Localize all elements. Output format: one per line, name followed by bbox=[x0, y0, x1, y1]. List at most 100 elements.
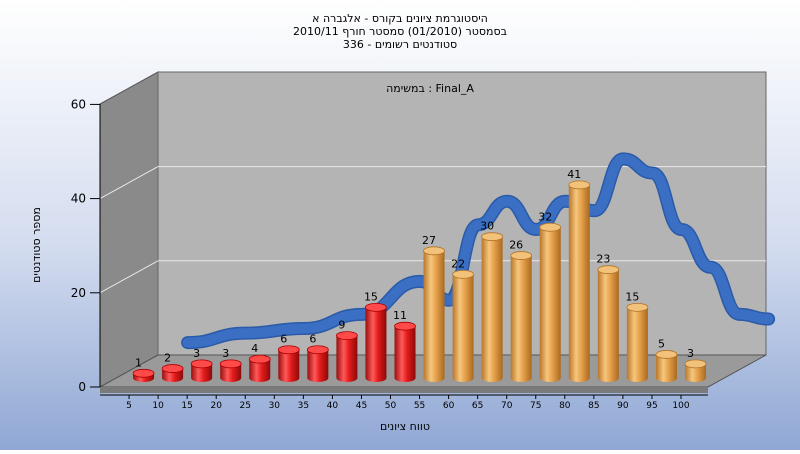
x-tick-label: 75 bbox=[530, 401, 541, 411]
bar-top bbox=[161, 364, 184, 373]
bar-value-label: 6 bbox=[280, 333, 287, 346]
bar-body bbox=[568, 184, 590, 382]
bar-top bbox=[248, 354, 271, 364]
floor-front-edge bbox=[100, 387, 708, 393]
bar bbox=[277, 345, 300, 382]
bar bbox=[597, 265, 620, 382]
bar bbox=[539, 222, 562, 382]
bar-value-label: 3 bbox=[687, 347, 694, 360]
x-axis-label: טווח ציונים bbox=[380, 420, 430, 433]
bar-body bbox=[307, 349, 329, 382]
bar-value-label: 41 bbox=[567, 168, 581, 181]
bar bbox=[219, 359, 242, 382]
bar-value-label: 30 bbox=[480, 220, 494, 233]
x-tick-label: 35 bbox=[298, 401, 309, 411]
y-tick-label: 60 bbox=[71, 97, 86, 111]
bar-value-label: 9 bbox=[338, 319, 345, 332]
bar-value-label: 3 bbox=[222, 347, 229, 360]
bar bbox=[248, 354, 271, 382]
bar bbox=[510, 251, 533, 382]
bar-top bbox=[132, 368, 155, 378]
bar-body bbox=[365, 307, 387, 382]
bar-body bbox=[423, 250, 445, 382]
bar bbox=[481, 232, 504, 382]
bar-top bbox=[306, 345, 329, 355]
x-tick-label: 70 bbox=[501, 401, 513, 411]
bar-top bbox=[277, 345, 300, 355]
bar-value-label: 2 bbox=[164, 352, 171, 365]
x-tick-label: 40 bbox=[327, 401, 339, 411]
bar-top bbox=[219, 359, 242, 369]
bar bbox=[684, 359, 707, 382]
bar-value-label: 3 bbox=[193, 347, 200, 360]
x-tick-label: 55 bbox=[414, 401, 425, 411]
bar-body bbox=[481, 236, 503, 382]
bar bbox=[655, 350, 678, 382]
bar-body bbox=[278, 349, 300, 382]
bar-top bbox=[423, 246, 445, 256]
x-axis: 5 10 15 20 25 30 35 40 45 50 55 60 65 70 75 80 85 90 95 100 bbox=[100, 394, 708, 411]
y-tick-label: 20 bbox=[71, 286, 86, 300]
bar bbox=[190, 359, 213, 382]
bar-top bbox=[510, 251, 533, 260]
x-tick-label: 90 bbox=[617, 401, 629, 411]
bar-top bbox=[568, 180, 591, 190]
x-tick-label: 95 bbox=[646, 401, 657, 411]
bar-body bbox=[510, 255, 532, 382]
bar-top bbox=[335, 331, 358, 341]
bar-value-label: 26 bbox=[509, 239, 523, 252]
x-tick-label: 5 bbox=[126, 401, 132, 411]
bar-body bbox=[191, 363, 213, 382]
bar bbox=[423, 246, 445, 382]
x-tick-label: 25 bbox=[240, 401, 251, 411]
x-tick-label: 60 bbox=[443, 401, 455, 411]
bar bbox=[452, 269, 475, 382]
x-tick-label: 50 bbox=[385, 401, 397, 411]
trend-curve-layer bbox=[181, 152, 776, 350]
trend-curve bbox=[182, 153, 774, 348]
bar bbox=[132, 368, 155, 382]
bar-value-label: 27 bbox=[422, 234, 436, 247]
bar bbox=[365, 302, 387, 382]
bar bbox=[626, 302, 649, 382]
bar-body bbox=[626, 307, 648, 382]
side-wall bbox=[99, 71, 159, 388]
bar-body bbox=[655, 354, 677, 382]
bar-top bbox=[452, 269, 475, 279]
bar-body bbox=[336, 335, 358, 382]
y-tick-label: 0 bbox=[78, 380, 86, 394]
bar bbox=[161, 364, 184, 382]
chart-annotation: במשימה : Final_A bbox=[386, 82, 474, 95]
bar-value-label: 4 bbox=[251, 342, 258, 355]
chart-title: היסטוגרמת ציונים בקורס - אלגברה א בסמסטר… bbox=[293, 12, 507, 51]
bar-top bbox=[481, 232, 504, 242]
x-tick-label: 85 bbox=[588, 401, 599, 411]
bar bbox=[568, 180, 591, 382]
bar-body bbox=[597, 269, 619, 382]
bar-top bbox=[626, 302, 649, 312]
title-line-1: היסטוגרמת ציונים בקורס - אלגברה א bbox=[312, 12, 488, 25]
bar bbox=[306, 345, 329, 382]
x-tick-label: 10 bbox=[152, 401, 164, 411]
bar-top bbox=[684, 359, 707, 369]
bar-value-label: 15 bbox=[625, 290, 639, 303]
x-tick-label: 100 bbox=[672, 401, 689, 411]
bar-top bbox=[365, 302, 387, 312]
bar-body bbox=[539, 227, 561, 382]
bar-body bbox=[249, 359, 271, 382]
bar-value-label: 1 bbox=[135, 356, 142, 369]
x-tick-label: 65 bbox=[472, 401, 483, 411]
gridline-side bbox=[99, 166, 159, 200]
bar-top bbox=[190, 359, 213, 369]
y-axis-label: מספר סטודנטים bbox=[30, 207, 43, 283]
gridline-side bbox=[99, 260, 159, 294]
bar bbox=[394, 321, 416, 382]
x-tick-label: 30 bbox=[269, 401, 281, 411]
bar-value-label: 32 bbox=[538, 210, 552, 223]
bars bbox=[132, 180, 707, 382]
bar-value-label: 11 bbox=[393, 309, 407, 322]
title-line-3: סטודנטים רשומים - 336 bbox=[343, 38, 457, 51]
